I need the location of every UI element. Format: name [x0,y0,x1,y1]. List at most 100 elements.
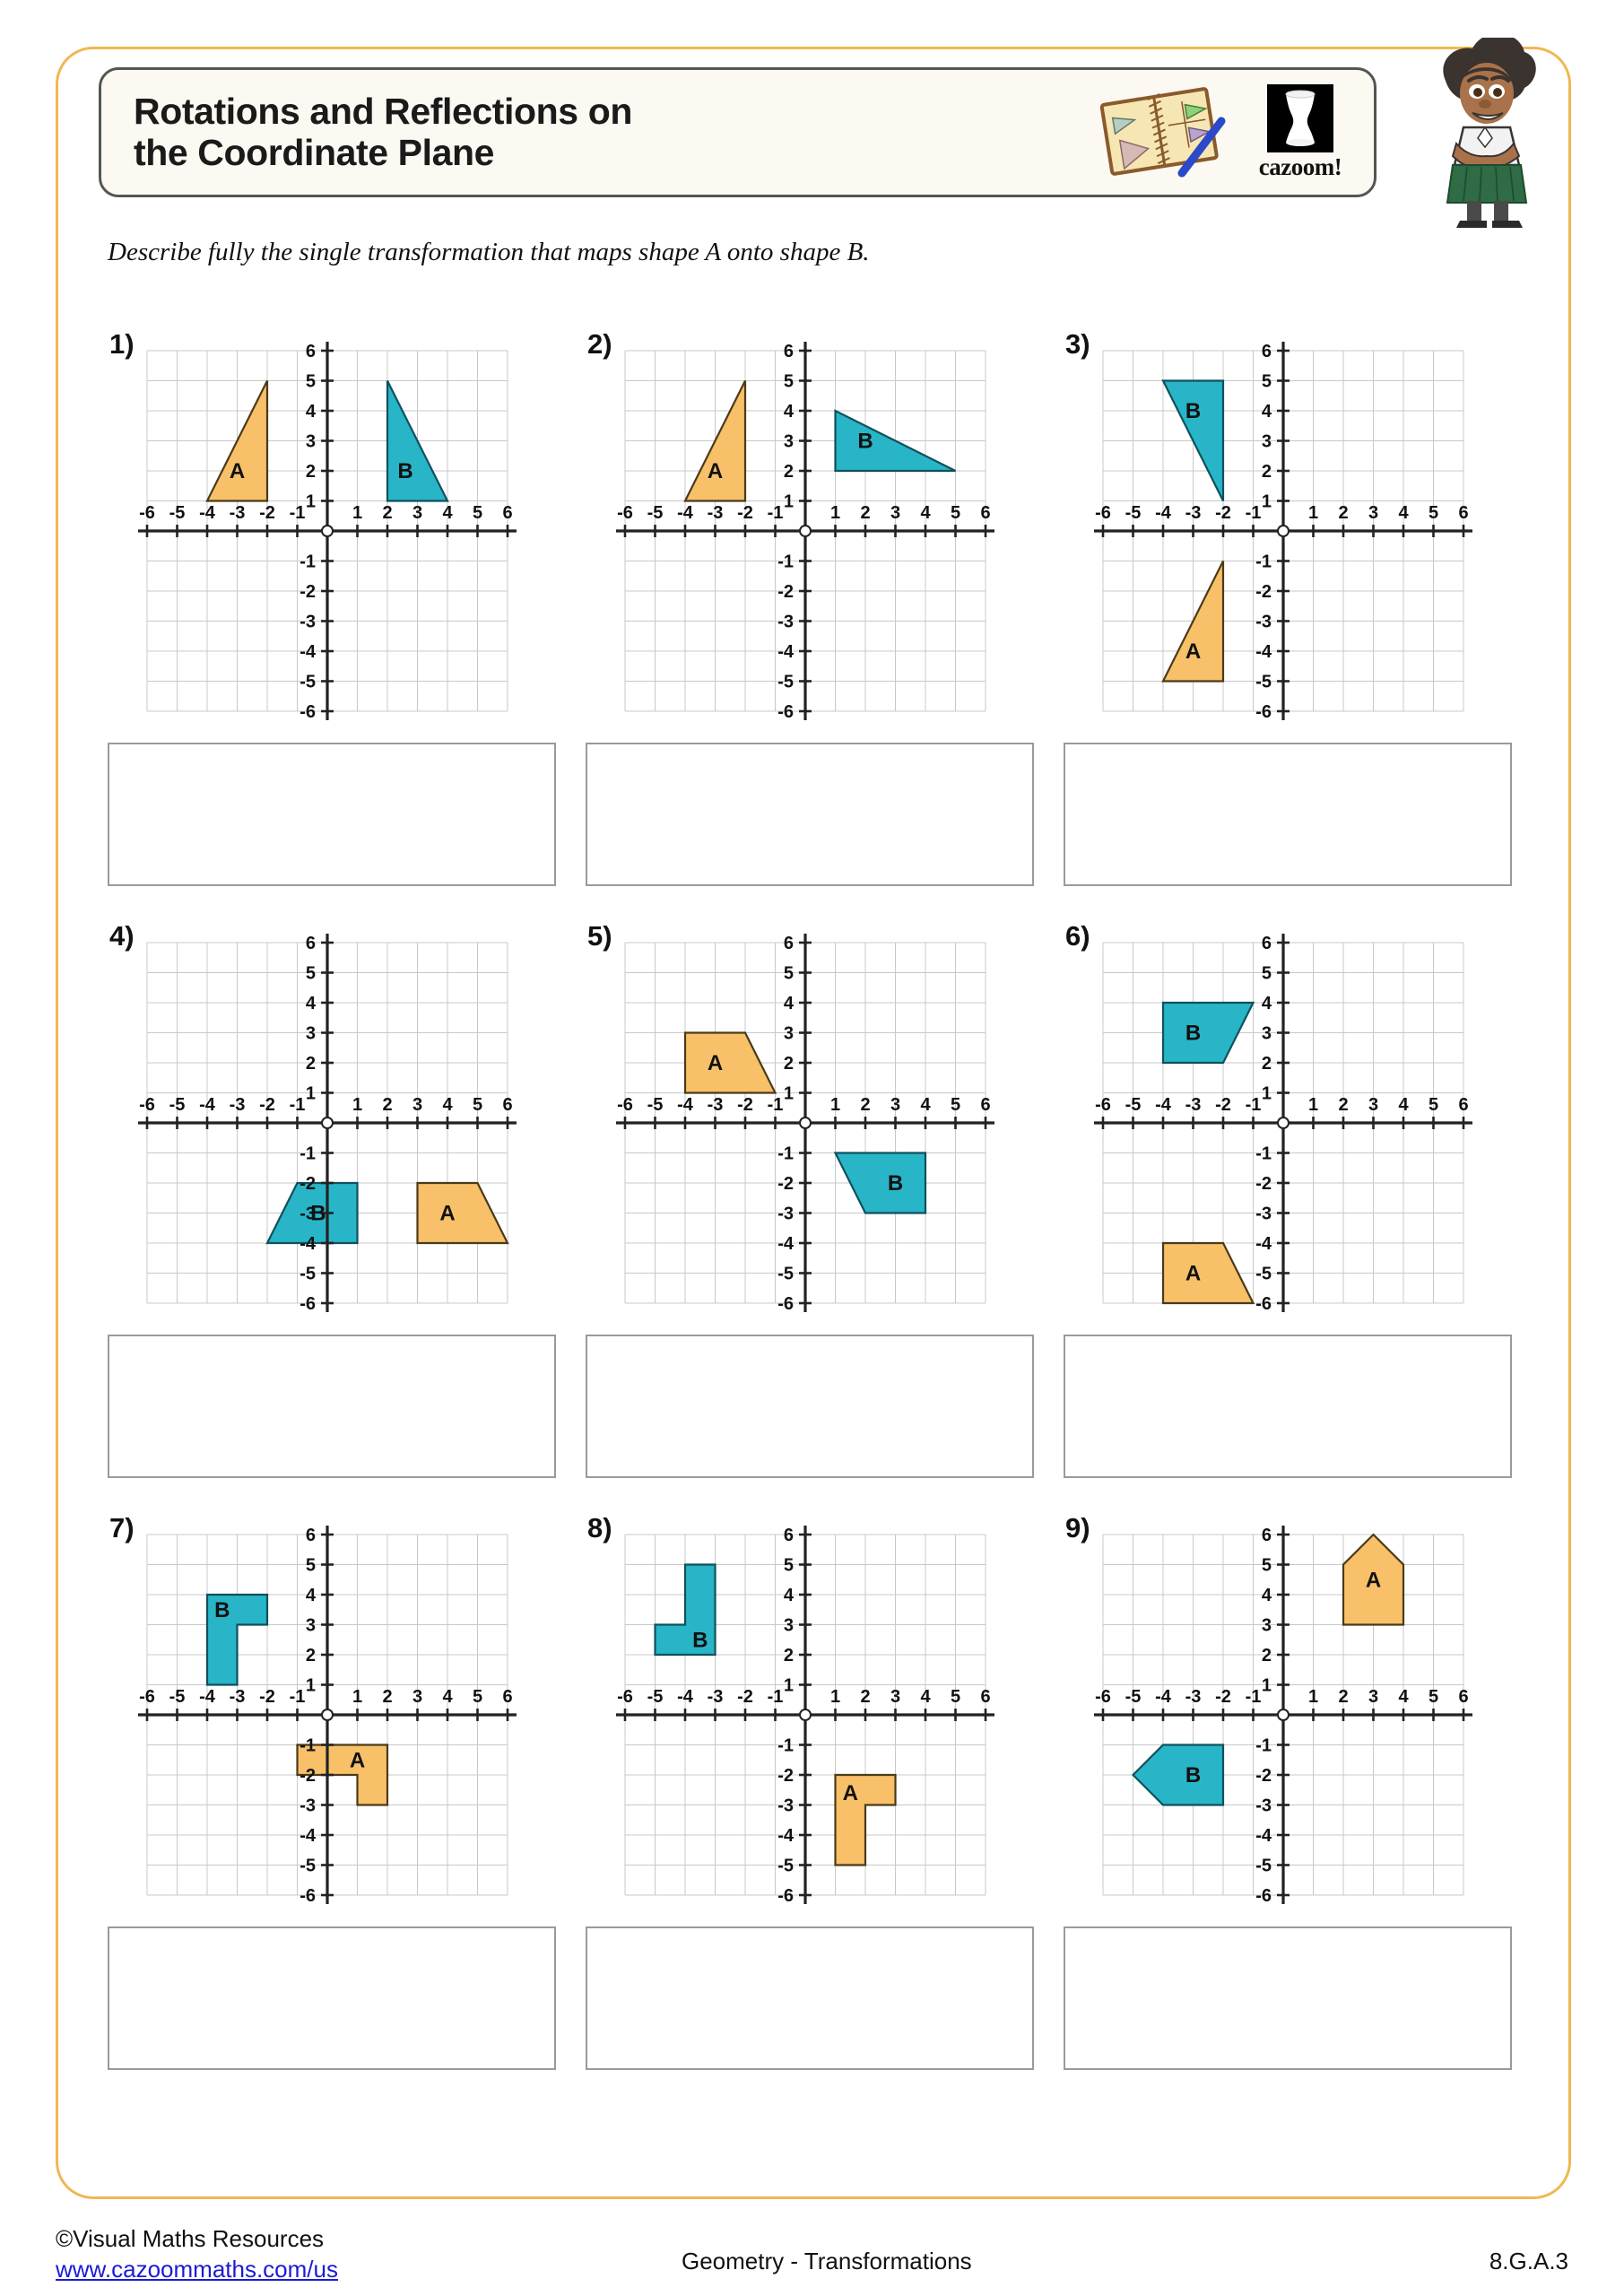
svg-text:-4: -4 [677,503,694,523]
svg-text:-3: -3 [1255,613,1272,632]
svg-text:-3: -3 [230,1687,246,1707]
page-footer: ©Visual Maths Resources www.cazoommaths.… [0,2224,1624,2296]
svg-text:A: A [1366,1568,1381,1592]
cazoom-wordmark: cazoom! [1258,152,1342,180]
coordinate-plane: -6 -5 -4 -3 -2 -1 1 2 3 4 5 6 6 5 4 3 2 1 -1 -2 -3 -4 -5 -6 A B [1055,915,1512,1317]
question-number: 8) [587,1512,612,1544]
question-2: 2) -6 -5 -4 -3 -2 -1 1 2 3 4 5 6 6 5 4 3 2 1 -1 -2 -3 -4 -5 -6 A B [577,323,1055,915]
footer-standard-code: 8.G.A.3 [1489,2248,1568,2274]
svg-text:-5: -5 [1125,1095,1142,1115]
svg-text:1: 1 [352,1095,362,1115]
svg-text:1: 1 [830,1095,840,1115]
svg-text:3: 3 [1368,503,1378,523]
question-3: 3) -6 -5 -4 -3 -2 -1 1 2 3 4 5 6 6 5 4 3 2 1 -1 -2 -3 -4 -5 -6 A B [1055,323,1533,915]
svg-text:1: 1 [1262,1676,1272,1696]
svg-text:6: 6 [1262,1526,1272,1545]
svg-text:-1: -1 [290,503,306,523]
svg-text:-3: -3 [230,1095,246,1115]
svg-text:B: B [1185,1763,1201,1787]
svg-text:-2: -2 [737,503,753,523]
svg-text:-6: -6 [1255,702,1272,722]
svg-text:-1: -1 [300,1736,316,1756]
svg-text:2: 2 [1338,1095,1348,1115]
svg-text:-2: -2 [300,1766,316,1786]
answer-box[interactable] [1064,1335,1512,1478]
question-number: 3) [1065,328,1090,360]
svg-text:2: 2 [1262,1054,1272,1074]
svg-text:2: 2 [306,1054,316,1074]
svg-text:-1: -1 [290,1687,306,1707]
svg-text:1: 1 [306,492,316,512]
svg-text:2: 2 [860,503,870,523]
svg-text:-2: -2 [737,1095,753,1115]
svg-text:-3: -3 [777,613,794,632]
svg-text:2: 2 [382,1687,392,1707]
footer-website-link[interactable]: www.cazoommaths.com/us [56,2255,338,2283]
svg-text:-6: -6 [300,1886,316,1906]
svg-text:-3: -3 [300,1796,316,1816]
svg-text:4: 4 [920,503,931,523]
svg-text:2: 2 [306,1646,316,1665]
svg-text:-1: -1 [1246,503,1262,523]
svg-text:6: 6 [306,934,316,953]
answer-box[interactable] [586,1335,1034,1478]
answer-box[interactable] [586,1926,1034,2070]
svg-text:A: A [1185,1262,1201,1286]
svg-text:-2: -2 [1255,582,1272,602]
svg-text:6: 6 [1458,1687,1468,1707]
svg-text:-4: -4 [677,1095,694,1115]
svg-text:A: A [1185,639,1201,664]
svg-text:4: 4 [1262,1586,1272,1605]
svg-text:5: 5 [306,964,316,984]
svg-text:3: 3 [413,503,422,523]
svg-text:6: 6 [784,934,794,953]
svg-text:3: 3 [1368,1095,1378,1115]
footer-copyright: ©Visual Maths Resources [56,2225,325,2252]
svg-text:6: 6 [980,1095,990,1115]
svg-text:5: 5 [473,503,482,523]
svg-text:-2: -2 [1255,1174,1272,1194]
svg-text:A: A [230,459,245,483]
svg-text:-3: -3 [300,613,316,632]
svg-text:1: 1 [1308,503,1318,523]
svg-text:-5: -5 [169,503,186,523]
svg-text:3: 3 [890,503,900,523]
svg-text:5: 5 [306,372,316,392]
svg-text:-5: -5 [300,673,316,692]
svg-text:5: 5 [1262,964,1272,984]
answer-box[interactable] [586,743,1034,886]
svg-text:5: 5 [306,1556,316,1576]
svg-text:6: 6 [502,1687,512,1707]
svg-text:-5: -5 [1125,503,1142,523]
svg-text:A: A [843,1781,858,1805]
answer-box[interactable] [108,1926,556,2070]
notebook-transformations-icon [1099,86,1226,177]
answer-box[interactable] [1064,1926,1512,2070]
svg-text:-2: -2 [777,582,794,602]
svg-text:1: 1 [1262,492,1272,512]
svg-text:-5: -5 [1255,1857,1272,1876]
answer-box[interactable] [108,1335,556,1478]
svg-text:-6: -6 [617,1687,633,1707]
svg-text:A: A [439,1202,455,1226]
svg-text:-2: -2 [1215,1687,1231,1707]
svg-text:B: B [310,1202,326,1226]
svg-text:-4: -4 [300,1826,317,1846]
svg-text:-6: -6 [1255,1294,1272,1314]
svg-text:6: 6 [980,503,990,523]
svg-text:4: 4 [784,994,795,1013]
svg-text:6: 6 [1262,342,1272,361]
svg-text:2: 2 [382,1095,392,1115]
answer-box[interactable] [1064,743,1512,886]
svg-text:4: 4 [1398,503,1409,523]
svg-text:-1: -1 [290,1095,306,1115]
svg-text:2: 2 [1262,462,1272,482]
svg-text:-6: -6 [1095,1095,1111,1115]
answer-box[interactable] [108,743,556,886]
svg-text:-1: -1 [777,1144,794,1164]
svg-text:3: 3 [1262,1024,1272,1044]
svg-text:-4: -4 [1255,1826,1272,1846]
svg-text:-4: -4 [777,642,795,662]
svg-text:6: 6 [784,1526,794,1545]
svg-text:5: 5 [951,1095,960,1115]
